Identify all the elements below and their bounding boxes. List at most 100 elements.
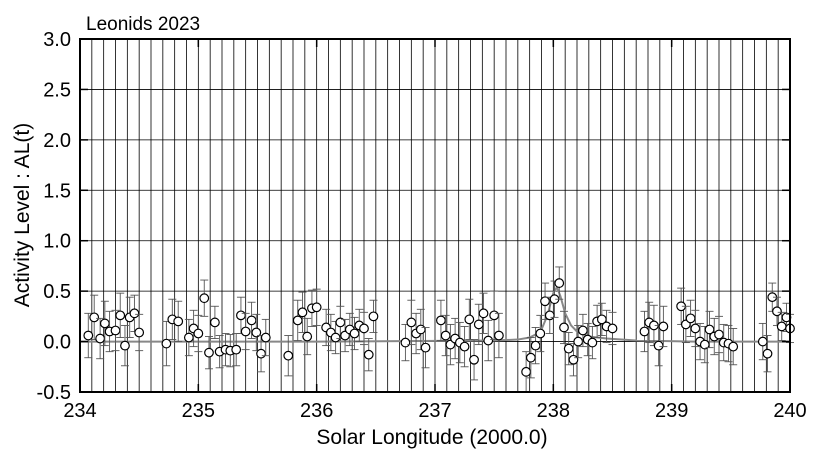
observation	[211, 306, 220, 338]
data-point	[527, 353, 536, 362]
x-tick-label: 236	[300, 400, 333, 422]
data-point	[407, 318, 416, 327]
observation	[369, 300, 378, 332]
observation-points	[84, 267, 794, 392]
data-point	[90, 313, 99, 322]
tick-labels: 234 235 236 237 238 239 240 -0.5 0.0 0.5 1.0 1.5 2.0…	[37, 29, 807, 422]
data-point	[401, 338, 410, 347]
data-point	[479, 309, 488, 318]
data-point	[211, 318, 220, 327]
data-point	[763, 349, 772, 358]
data-point	[490, 311, 499, 320]
x-tick-label: 235	[182, 400, 215, 422]
data-point	[200, 294, 209, 303]
observation	[232, 334, 241, 366]
data-point	[729, 342, 738, 351]
data-point	[531, 341, 540, 350]
data-point	[640, 327, 649, 336]
y-tick-label: 2.0	[43, 130, 71, 152]
data-point	[574, 337, 583, 346]
observation	[135, 314, 144, 350]
data-point	[360, 324, 369, 333]
observation	[460, 326, 469, 366]
x-axis-title: Solar Longitude (2000.0)	[316, 426, 547, 449]
data-point	[298, 308, 307, 317]
observation	[174, 301, 183, 341]
observation	[495, 313, 504, 357]
data-point	[691, 324, 700, 333]
data-point	[536, 329, 545, 338]
observation	[470, 340, 479, 380]
observation	[303, 318, 312, 354]
data-point	[474, 320, 483, 329]
observation	[121, 325, 130, 365]
data-point	[247, 316, 256, 325]
data-point	[257, 349, 266, 358]
y-tick-label: 3.0	[43, 29, 71, 51]
observation	[484, 320, 493, 360]
observation	[640, 311, 649, 351]
data-point	[555, 279, 564, 288]
data-point	[84, 331, 93, 340]
observation	[312, 289, 321, 325]
data-point	[194, 329, 203, 338]
data-point	[284, 351, 293, 360]
observation	[465, 299, 474, 339]
data-point	[421, 343, 430, 352]
data-point	[437, 316, 446, 325]
data-point	[564, 344, 573, 353]
x-tick-label: 237	[418, 400, 451, 422]
data-point	[369, 312, 378, 321]
data-point	[417, 325, 426, 334]
data-point	[569, 355, 578, 364]
observation	[200, 280, 209, 316]
data-point	[101, 319, 110, 328]
data-point	[495, 331, 504, 340]
data-point	[579, 326, 588, 335]
data-point	[608, 324, 617, 333]
data-point	[116, 311, 125, 320]
data-point	[261, 333, 270, 342]
data-point	[241, 327, 250, 336]
y-axis-title: Activity Level : AL(t)	[11, 123, 34, 307]
data-point	[484, 336, 493, 345]
y-tick-label: 2.5	[43, 79, 71, 101]
observation	[729, 328, 738, 364]
observation	[130, 295, 139, 331]
data-point	[293, 316, 302, 325]
data-point	[588, 338, 597, 347]
observation	[555, 267, 564, 299]
data-point	[205, 348, 214, 357]
data-point	[232, 345, 241, 354]
data-point	[237, 311, 246, 320]
y-tick-label: 1.5	[43, 180, 71, 202]
data-point	[441, 331, 450, 340]
data-point	[130, 309, 139, 318]
data-point	[545, 311, 554, 320]
observation	[682, 306, 691, 342]
data-point	[364, 350, 373, 359]
data-point	[350, 329, 359, 338]
chart-title: Leonids 2023	[86, 14, 200, 35]
observation	[162, 321, 171, 365]
x-tick-label: 238	[537, 400, 570, 422]
data-point	[758, 337, 767, 346]
data-point	[541, 297, 550, 306]
observation	[401, 324, 410, 360]
data-point	[460, 342, 469, 351]
data-point	[96, 334, 105, 343]
data-point	[185, 333, 194, 342]
y-tick-label: -0.5	[37, 382, 71, 404]
y-tick-label: 0.5	[43, 281, 71, 303]
y-tick-label: 1.0	[43, 231, 71, 253]
data-point	[654, 341, 663, 350]
data-point	[659, 322, 668, 331]
data-point	[465, 315, 474, 324]
observation	[364, 339, 373, 371]
data-point	[686, 314, 695, 323]
data-point	[135, 328, 144, 337]
observation	[588, 326, 597, 358]
data-point	[715, 330, 724, 339]
data-point	[121, 341, 130, 350]
